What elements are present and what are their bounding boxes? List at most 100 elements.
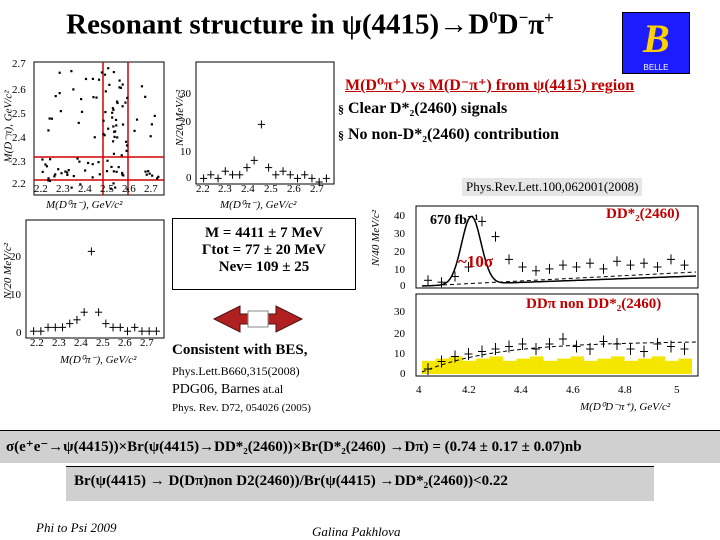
histogram-top-x-tick: 2.4: [241, 183, 255, 195]
scatter-point: [72, 88, 75, 91]
scatter-point: [48, 117, 51, 120]
scatter-point: [102, 119, 105, 122]
spectrum-x-tick: 4.8: [618, 384, 632, 396]
scatter-point: [60, 172, 63, 175]
scatter-point: [91, 163, 94, 166]
scatter-point: [93, 136, 96, 139]
spectrum-y-tick: 30: [394, 228, 405, 240]
prd-ref: Phys. Rev. D72, 054026 (2005): [172, 402, 311, 414]
scatter-point: [104, 110, 107, 114]
scatter-x-tick: 2.6: [122, 183, 136, 195]
scatter-point: [112, 152, 116, 155]
scatter-point: [110, 165, 113, 169]
scatter-point: [124, 140, 128, 143]
scatter-point: [80, 110, 84, 113]
scatter-point: [113, 135, 116, 138]
scatter-point: [57, 168, 60, 171]
background-bar: [665, 360, 679, 374]
scatter-point: [107, 127, 110, 130]
scatter-point: [124, 101, 127, 104]
scatter-point: [107, 67, 110, 70]
luminosity-label: 670 fb⁻¹: [430, 213, 479, 228]
scatter-point: [111, 107, 115, 110]
background-bar: [462, 360, 476, 374]
background-bar: [489, 356, 503, 374]
histogram-bottom-x-tick: 2.3: [52, 337, 66, 349]
histogram-bottom-y-tick: 20: [10, 251, 21, 263]
scatter-point: [148, 172, 151, 175]
scatter-point: [92, 96, 95, 99]
scatter-point: [45, 165, 49, 168]
scatter-point: [49, 158, 52, 161]
histogram-bottom-marks: [30, 247, 160, 336]
scatter-point: [117, 166, 120, 169]
histogram-top-y-tick: 20: [180, 116, 191, 128]
scatter-point: [111, 140, 115, 143]
scatter-point: [70, 186, 73, 189]
scatter-point: [87, 161, 90, 165]
scatter-point: [112, 182, 115, 185]
scatter-x-label: M(D⁰π⁻), GeV/c²: [46, 199, 123, 211]
scatter-point: [48, 179, 52, 182]
background-bar: [638, 358, 652, 374]
scatter-point: [116, 101, 119, 105]
histogram-top-marks: [200, 120, 330, 186]
bes-box: Consistent with BES, Phys.Lett.B660,315(…: [168, 340, 362, 420]
scatter-point: [153, 114, 156, 117]
signal-fit-curve: [421, 215, 697, 287]
background-bar: [611, 356, 625, 374]
scatter-point: [150, 123, 153, 126]
histogram-bottom-x-tick: 2.4: [74, 337, 88, 349]
background-bar: [422, 360, 436, 374]
scatter-point: [112, 125, 115, 128]
spectrum-x-tick: 4.6: [566, 384, 580, 396]
scatter-point: [58, 71, 61, 74]
background-bar: [449, 356, 463, 374]
spectrum-x-tick: 4.2: [462, 384, 476, 396]
scatter-point: [103, 73, 107, 76]
significance-label: ~10σ: [458, 252, 494, 271]
scatter-y-tick: 2.5: [12, 108, 26, 120]
double-arrow-icon: [212, 305, 304, 333]
scatter-point: [84, 77, 88, 81]
background-fit-curve: [421, 271, 697, 287]
background-bar: [435, 358, 449, 374]
bullet-1: § Clear D*₂(2460) signals: [338, 100, 507, 118]
scatter-point: [116, 136, 119, 139]
scatter-point: [133, 129, 136, 132]
scatter-point: [118, 86, 121, 89]
scatter-point: [112, 170, 115, 173]
background-fit-curve: [421, 341, 697, 373]
scatter-point: [106, 159, 109, 162]
scatter-x-tick: 2.5: [100, 183, 114, 195]
fit-nev: Nev= 109 ± 25: [218, 259, 310, 275]
background-bar: [543, 360, 557, 374]
spectrum-x-tick: 4: [416, 384, 422, 396]
scatter-point: [121, 105, 124, 108]
scatter-point: [121, 83, 124, 86]
spectrum-y-label: N/40 MeV/c²: [370, 209, 382, 267]
spectrum-top-marks: [421, 215, 697, 288]
spectrum-y-tick: 10: [394, 348, 405, 360]
scatter-point: [151, 174, 154, 177]
scatter-y-tick: 2.6: [12, 84, 26, 96]
scatter-point: [111, 116, 114, 119]
scatter-point: [119, 86, 122, 89]
scatter-point: [126, 188, 129, 191]
scatter-point: [120, 154, 123, 157]
pdg-etal: at.al: [259, 382, 284, 396]
scatter-point: [135, 118, 139, 121]
background-bar: [557, 358, 571, 374]
histogram-top-x-tick: 2.2: [196, 183, 210, 195]
scatter-point: [76, 157, 79, 160]
scatter-y-tick: 2.2: [12, 178, 26, 190]
spectrum-y-tick: 30: [394, 306, 405, 318]
bullet-text: No non-D*₂(2460) contribution: [348, 126, 560, 143]
fit-mass: M = 4411 ± 7 MeV: [204, 225, 323, 241]
scatter-point: [105, 170, 109, 173]
scatter-point: [67, 169, 70, 172]
scatter-point: [121, 173, 124, 176]
histogram-top-svg: [195, 61, 335, 186]
scatter-y-tick: 2.7: [12, 58, 26, 70]
scatter-x-tick: 2.2: [34, 183, 48, 195]
